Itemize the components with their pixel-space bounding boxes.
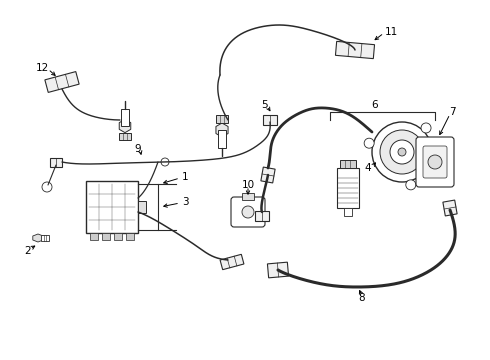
Bar: [119, 132, 131, 140]
Text: 10: 10: [242, 180, 255, 190]
Bar: [220, 254, 244, 270]
Text: 4: 4: [365, 163, 371, 173]
Circle shape: [428, 155, 442, 169]
Polygon shape: [216, 123, 228, 137]
Circle shape: [372, 122, 432, 182]
Text: 1: 1: [182, 172, 188, 182]
Bar: [255, 211, 269, 221]
FancyBboxPatch shape: [416, 137, 454, 187]
Text: 8: 8: [359, 293, 366, 303]
Polygon shape: [119, 120, 131, 132]
Text: 3: 3: [182, 197, 188, 207]
Bar: [121, 109, 129, 126]
Bar: [344, 208, 352, 216]
Bar: [50, 158, 62, 166]
FancyBboxPatch shape: [231, 197, 265, 227]
Bar: [261, 167, 275, 183]
Bar: [443, 200, 457, 216]
Circle shape: [161, 158, 169, 166]
Bar: [216, 115, 228, 123]
Bar: [102, 233, 110, 240]
Bar: [263, 115, 277, 125]
Text: 7: 7: [449, 107, 455, 117]
Bar: [138, 201, 146, 213]
Bar: [242, 193, 254, 200]
Circle shape: [421, 123, 431, 133]
Circle shape: [380, 130, 424, 174]
Text: 11: 11: [385, 27, 398, 37]
Text: 9: 9: [135, 144, 141, 154]
Bar: [126, 233, 134, 240]
Circle shape: [42, 182, 52, 192]
Text: 5: 5: [261, 100, 268, 110]
Bar: [340, 160, 356, 168]
Bar: [114, 233, 122, 240]
Text: 6: 6: [372, 100, 378, 110]
Bar: [336, 41, 374, 59]
Circle shape: [406, 180, 416, 190]
Bar: [90, 233, 98, 240]
Bar: [432, 145, 442, 159]
Bar: [218, 130, 226, 148]
Circle shape: [390, 140, 414, 164]
Circle shape: [242, 206, 254, 218]
Text: 2: 2: [24, 246, 31, 256]
Circle shape: [364, 138, 374, 148]
Polygon shape: [33, 234, 43, 242]
Bar: [45, 72, 79, 93]
Bar: [337, 168, 359, 208]
Bar: [268, 262, 289, 278]
Bar: [86, 181, 138, 233]
Bar: [41, 235, 49, 241]
Circle shape: [398, 148, 406, 156]
Text: 12: 12: [35, 63, 49, 73]
FancyBboxPatch shape: [423, 146, 447, 178]
